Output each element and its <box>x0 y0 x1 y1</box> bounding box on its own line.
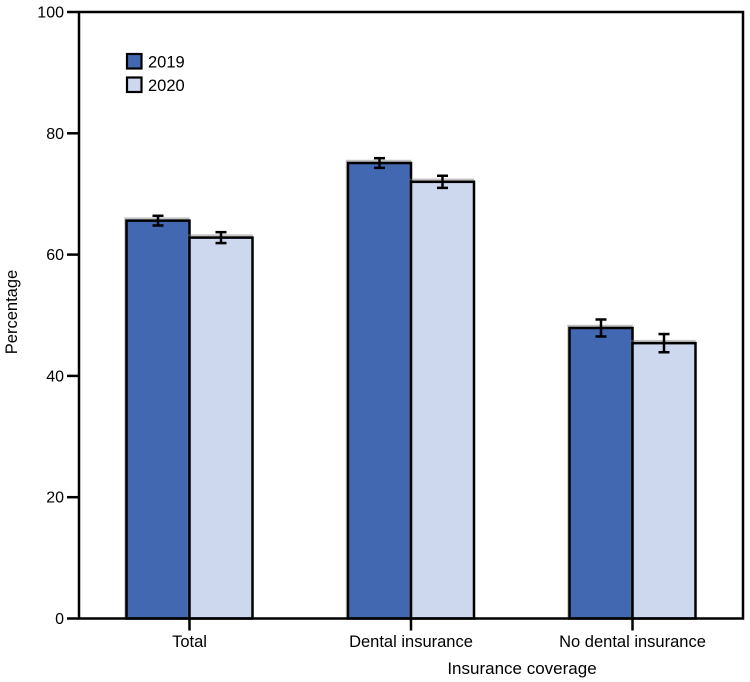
plot-area: 0 20 40 60 80 100 Total Dental insurance No dent… <box>37 5 745 651</box>
y-axis-title: Percentage <box>3 270 21 354</box>
legend: 2019 2020 <box>125 52 185 95</box>
error-bar-2020-total <box>215 230 227 245</box>
bar-2020-total <box>188 236 254 620</box>
y-tick-label-80: 80 <box>46 126 64 143</box>
bar-2019-dental-insurance <box>346 161 413 620</box>
x-category-label-dental-insurance: Dental insurance <box>349 633 473 651</box>
bar-2020-dental-insurance <box>409 180 476 620</box>
legend-label-2019: 2019 <box>148 54 185 72</box>
error-bar-2020-dental-insurance <box>437 174 448 190</box>
x-axis-title: Insurance coverage <box>447 659 596 678</box>
x-category-label-no-dental-insurance: No dental insurance <box>559 633 706 651</box>
legend-label-2020: 2020 <box>148 77 185 95</box>
legend-swatch-2019 <box>125 52 143 70</box>
error-bar-2019-dental-insurance <box>374 156 385 170</box>
error-bar-2019-no-dental-insurance <box>595 318 607 338</box>
bar-2019-total <box>125 219 191 620</box>
legend-swatch-2020 <box>125 76 143 94</box>
error-bar-2019-total <box>152 214 164 227</box>
error-bar-2020-no-dental-insurance <box>658 332 670 354</box>
x-category-label-total: Total <box>172 633 207 651</box>
y-tick-label-20: 20 <box>46 490 64 507</box>
bar-2020-no-dental-insurance <box>631 341 697 620</box>
y-tick-label-40: 40 <box>46 368 64 385</box>
y-tick-label-60: 60 <box>46 247 64 264</box>
bar-2019-no-dental-insurance <box>568 326 634 620</box>
y-tick-label-0: 0 <box>55 611 64 628</box>
y-tick-label-100: 100 <box>37 5 64 22</box>
